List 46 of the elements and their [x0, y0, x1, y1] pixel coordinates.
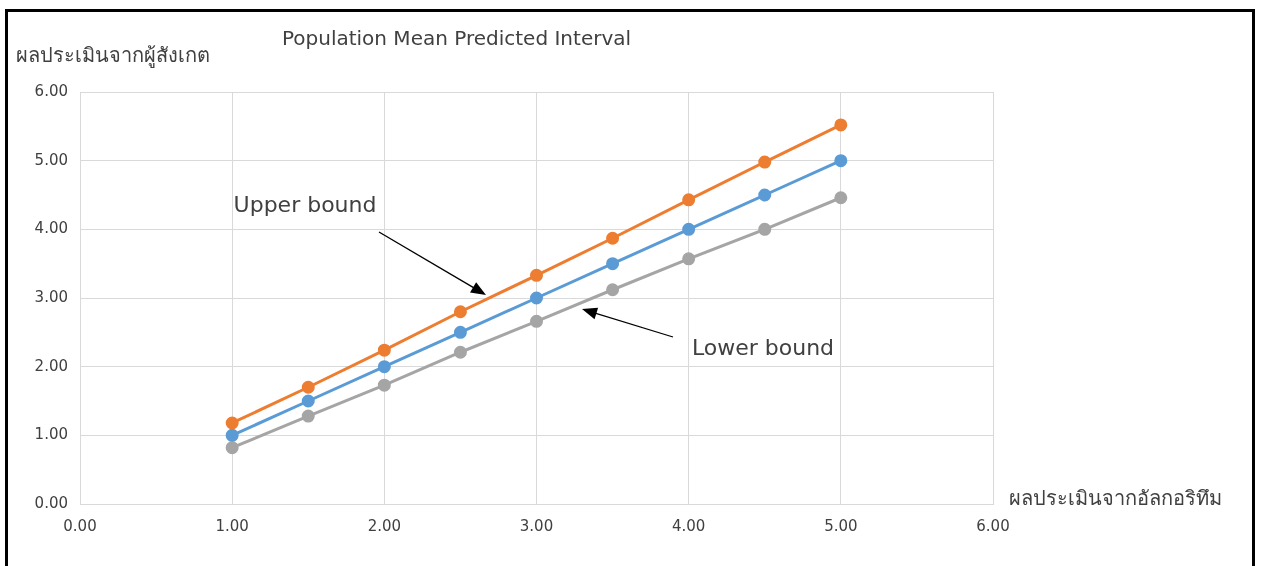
y-tick-label: 3.00	[34, 287, 68, 306]
point	[377, 360, 391, 374]
chart-title: Population Mean Predicted Interval	[281, 26, 632, 51]
point	[682, 252, 696, 266]
x-tick-label: 5.00	[824, 516, 858, 535]
x-tick-label: 4.00	[671, 516, 706, 535]
y-tick-label: 4.00	[34, 219, 68, 238]
point	[530, 314, 543, 328]
point	[834, 118, 848, 132]
x-tick-label: 6.00	[976, 516, 1010, 535]
annotation: Lower bound	[691, 334, 835, 360]
point	[758, 188, 772, 202]
point	[758, 155, 772, 169]
point	[301, 380, 315, 394]
point	[453, 345, 467, 359]
point	[377, 378, 391, 392]
point	[453, 325, 467, 339]
x-tick-label: 1.00	[215, 516, 249, 535]
x-tick-label: 3.00	[519, 516, 554, 535]
point	[682, 222, 696, 236]
point	[225, 441, 239, 455]
point	[834, 154, 848, 168]
point	[834, 191, 848, 205]
y-tick-label: 1.00	[34, 425, 68, 444]
annotation: Upper bound	[233, 191, 377, 217]
point	[301, 409, 315, 423]
point	[606, 257, 620, 271]
point	[606, 231, 620, 245]
point	[606, 283, 620, 297]
point	[377, 343, 391, 357]
point	[682, 193, 696, 207]
y-tick-label: 0.00	[34, 493, 68, 512]
y-tick-label: 6.00	[34, 81, 68, 100]
x-tick-label: 2.00	[367, 516, 402, 535]
x-tick-label: 0.00	[63, 516, 97, 535]
point	[530, 268, 543, 282]
point	[453, 305, 467, 319]
y-axis-title: ผลประเมินจากผู้สังเกต	[16, 43, 210, 69]
point	[225, 428, 239, 442]
x-axis-title: ผลประเมินจากอัลกอริทึม	[1009, 486, 1222, 511]
point	[225, 416, 239, 430]
y-tick-label: 2.00	[34, 356, 68, 375]
y-tick-label: 5.00	[34, 150, 68, 169]
point	[758, 222, 772, 236]
point	[301, 394, 315, 408]
point	[530, 291, 543, 305]
